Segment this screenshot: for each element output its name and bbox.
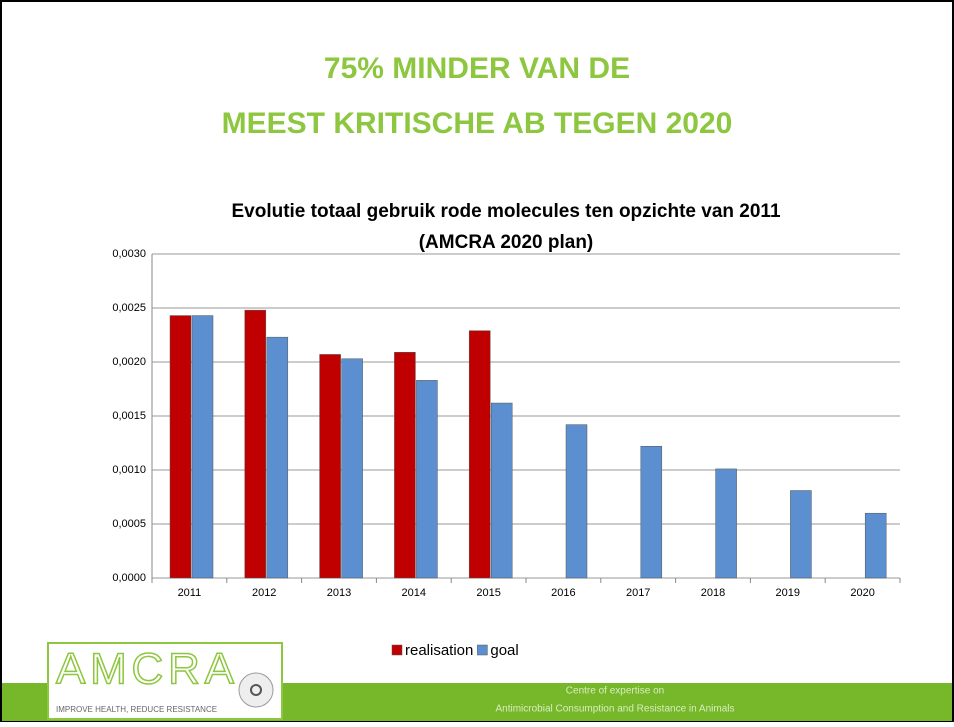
footer-text: Centre of expertise on (566, 686, 664, 697)
legend-label: goal (490, 642, 518, 659)
bar (468, 330, 491, 579)
y-tick-label: 0,0020 (112, 356, 146, 368)
bar (790, 490, 812, 579)
bar (244, 309, 267, 579)
bar (640, 445, 663, 579)
bar (715, 468, 737, 579)
logo-name: AMCRA (56, 645, 235, 694)
x-tick-label: 2013 (327, 587, 351, 599)
bar (191, 315, 214, 579)
y-tick-label: 0,0005 (112, 518, 146, 530)
bar (169, 315, 192, 579)
x-tick-label: 2012 (252, 587, 276, 599)
bar (565, 424, 588, 579)
slide-title: MEEST KRITISCHE AB TEGEN 2020 (222, 107, 733, 140)
bar (864, 512, 887, 579)
bar (341, 358, 363, 579)
x-tick-label: 2018 (701, 587, 725, 599)
chart-title: Evolutie totaal gebruik rode molecules t… (231, 201, 780, 222)
bar (490, 402, 513, 579)
y-tick-label: 0,0025 (112, 302, 146, 314)
legend-label: realisation (405, 642, 473, 659)
legend-swatch (391, 644, 403, 656)
x-tick-label: 2017 (626, 587, 650, 599)
logo-icon (238, 672, 274, 708)
bar (266, 336, 289, 579)
logo-icon (250, 684, 262, 696)
bar (394, 352, 416, 579)
logo-tagline: IMPROVE HEALTH, REDUCE RESISTANCE (56, 705, 217, 714)
chart-title: (AMCRA 2020 plan) (419, 232, 594, 253)
x-tick-label: 2015 (476, 587, 500, 599)
y-tick-label: 0,0030 (112, 248, 146, 260)
slide-title: 75% MINDER VAN DE (324, 52, 630, 85)
legend-swatch (477, 644, 488, 656)
y-tick-label: 0,0010 (112, 464, 146, 476)
footer-text: Antimicrobial Consumption and Resistance… (495, 704, 734, 715)
x-tick-label: 2020 (850, 587, 874, 599)
y-tick-label: 0,0000 (112, 572, 146, 584)
x-tick-label: 2014 (402, 587, 426, 599)
bar (416, 380, 438, 579)
x-tick-label: 2016 (551, 587, 575, 599)
y-tick-label: 0,0015 (112, 410, 146, 422)
x-tick-label: 2011 (178, 587, 202, 599)
bar (319, 354, 341, 579)
x-tick-label: 2019 (776, 587, 800, 599)
